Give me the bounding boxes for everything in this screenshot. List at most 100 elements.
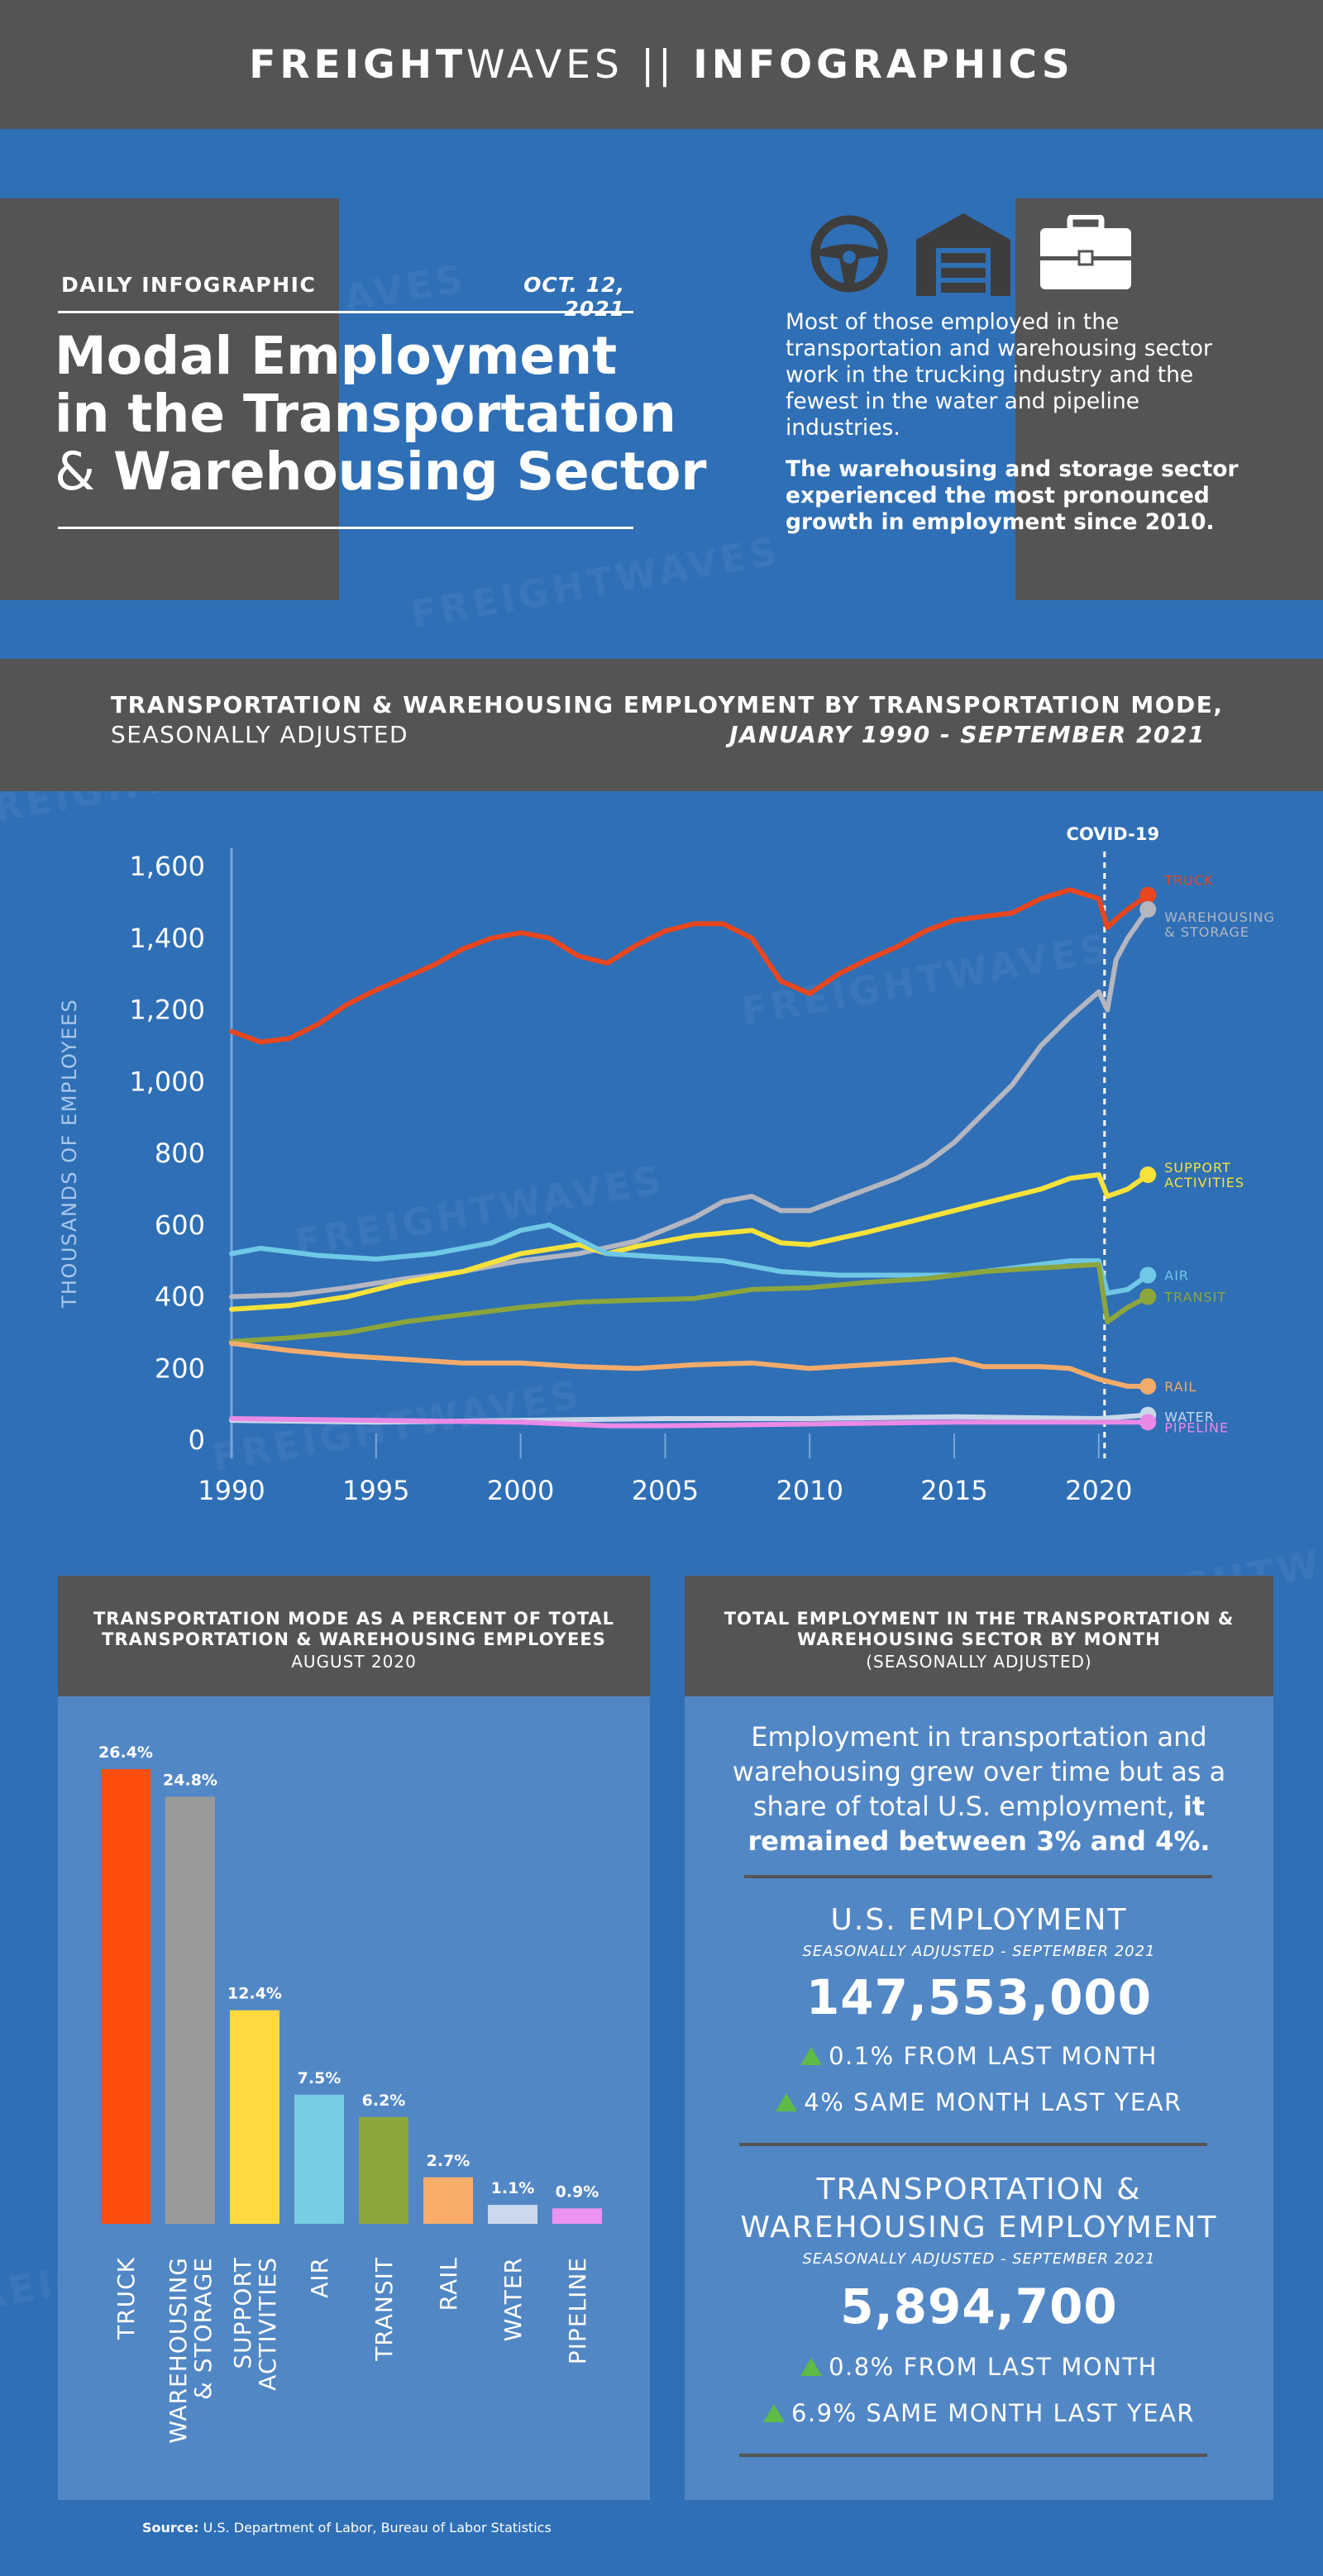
- y-tick-label: 1,400: [129, 923, 205, 954]
- bar-category-text: SUPPORT: [229, 2257, 256, 2369]
- bar-value-label: 12.4%: [227, 1985, 282, 2003]
- bar-category-text: WAREHOUSING: [165, 2257, 192, 2444]
- series-label: AIR: [1164, 1267, 1189, 1283]
- series-line-pipeline: [229, 1416, 1151, 1429]
- x-tick-label: 2020: [1065, 1475, 1132, 1506]
- bar-category-label: WATER: [499, 2257, 527, 2341]
- us-change-month: 0.1% FROM LAST MONTH: [709, 2042, 1249, 2070]
- up-triangle-icon: [800, 2358, 823, 2376]
- series-end-marker: [1139, 1166, 1157, 1184]
- series-label: ACTIVITIES: [1164, 1175, 1244, 1190]
- employment-description-text: Employment in transportation and warehou…: [732, 1721, 1226, 1822]
- bar-value-label: 0.9%: [556, 2182, 599, 2201]
- warehouse-icon: [916, 213, 1010, 296]
- us-employment-subheading: SEASONALLY ADJUSTED - SEPTEMBER 2021: [802, 1943, 1156, 1960]
- title-line-3-text: Warehousing Sector: [113, 441, 707, 502]
- tw-heading-line-1: TRANSPORTATION &: [816, 2173, 1142, 2206]
- series-end-marker: [1139, 1288, 1157, 1305]
- y-tick-label: 600: [155, 1209, 205, 1241]
- employment-title: TOTAL EMPLOYMENT IN THE TRANSPORTATION &…: [724, 1609, 1235, 1649]
- bar-category-text: AIR: [306, 2257, 333, 2298]
- up-triangle-icon: [762, 2404, 785, 2422]
- series-end-marker: [1139, 886, 1157, 904]
- x-tick-label: 1995: [342, 1475, 409, 1506]
- bar-category-label: TRUCK: [112, 2257, 140, 2340]
- y-tick-label: 800: [155, 1138, 205, 1169]
- title-line-1: Modal Employment: [55, 326, 618, 386]
- tw-change-year: 6.9% SAME MONTH LAST YEAR: [709, 2399, 1249, 2427]
- x-tick-label: 2015: [920, 1475, 987, 1506]
- daily-infographic-label: DAILY INFOGRAPHIC: [61, 273, 317, 297]
- us-employment-value: 147,553,000: [805, 1969, 1153, 2025]
- bar-support-activities: [230, 2010, 279, 2224]
- brand-header: FREIGHT WAVES || INFOGRAPHICS: [0, 0, 1323, 129]
- header-panel-left: [0, 198, 339, 600]
- series-end-marker: [1139, 1377, 1157, 1395]
- series-label: PIPELINE: [1164, 1419, 1229, 1435]
- bar-category-text: PIPELINE: [564, 2257, 591, 2364]
- bar-category-text: ACTIVITIES: [254, 2257, 281, 2391]
- employment-description-bold: it remained between 3% and 4%.: [747, 1791, 1211, 1857]
- bar-transit: [359, 2116, 408, 2224]
- series-end-marker: [1139, 1267, 1157, 1284]
- tw-employment-value: 5,894,700: [840, 2278, 1118, 2335]
- source-note: Source: U.S. Department of Labor, Bureau…: [142, 2520, 552, 2535]
- bar-category-text: & STORAGE: [189, 2257, 217, 2400]
- series-label: WATER: [1164, 1410, 1215, 1425]
- steering-wheel-icon: [810, 215, 888, 293]
- series-line-transit: [229, 1262, 1151, 1344]
- bar-chart-subtitle: AUGUST 2020: [291, 1652, 417, 1672]
- bar-category-label: TRANSIT: [370, 2257, 398, 2362]
- intro-summary: Most of those employed in the transporta…: [786, 309, 1212, 441]
- up-triangle-icon: [776, 2093, 798, 2111]
- series-label: WAREHOUSING: [1164, 909, 1275, 925]
- bar-value-label: 26.4%: [98, 1744, 153, 1762]
- bar-air: [294, 2094, 344, 2224]
- series-label: TRANSIT: [1163, 1290, 1226, 1305]
- bar-category-text: TRUCK: [112, 2257, 140, 2340]
- series-label: SUPPORT: [1164, 1160, 1230, 1176]
- series-line-support-activities: [229, 1172, 1151, 1312]
- y-tick-label: 1,600: [129, 851, 205, 882]
- bar-category-text: RAIL: [435, 2257, 462, 2311]
- series-end-marker: [1139, 1414, 1157, 1431]
- brand-separator: ||: [641, 41, 676, 88]
- y-tick-label: 200: [155, 1352, 205, 1384]
- covid-label: COVID-19: [1067, 824, 1160, 844]
- title-rule-bottom: [58, 527, 633, 529]
- bar-chart: 26.4% TRUCK 24.8% WAREHOUSING& STORAGE 12.4%…: [98, 1744, 602, 2444]
- series-line-air: [229, 1222, 1151, 1296]
- separator-1: [744, 1875, 1212, 1878]
- employment-description: Employment in transportation and warehou…: [709, 1720, 1249, 1858]
- line-chart-title: TRANSPORTATION & WAREHOUSING EMPLOYMENT …: [111, 691, 1224, 718]
- intro-summary-bold: The warehousing and storage sector exper…: [786, 456, 1239, 535]
- bar-chart-panel: [58, 1576, 650, 2500]
- bar-value-label: 2.7%: [427, 2152, 470, 2170]
- publish-date: OCT. 12, 2021: [523, 273, 625, 321]
- us-change-year: 4% SAME MONTH LAST YEAR: [709, 2088, 1249, 2116]
- employment-subtitle: (SEASONALLY ADJUSTED): [866, 1652, 1092, 1672]
- us-change-year-text: 4% SAME MONTH LAST YEAR: [804, 2088, 1182, 2116]
- section-label: INFOGRAPHICS: [693, 41, 1074, 88]
- x-tick-label: 2010: [776, 1475, 843, 1506]
- bar-value-label: 7.5%: [298, 2069, 341, 2087]
- y-tick-label: 400: [155, 1281, 205, 1313]
- series-label: & STORAGE: [1164, 924, 1249, 940]
- us-change-month-text: 0.1% FROM LAST MONTH: [829, 2042, 1158, 2070]
- line-chart: 0 200 400 600 800 1,000 1,200 1,400 1,600 1990 199…: [58, 824, 1275, 1506]
- series-line-rail: [229, 1340, 1151, 1389]
- watermark-text: FREIGHTWAVES: [408, 528, 784, 637]
- title-line-2: in the Transportation: [55, 384, 676, 444]
- line-chart-title-bar: [0, 659, 1323, 791]
- brand-bold: FREIGHT: [249, 41, 467, 88]
- bar-truck: [101, 1769, 150, 2224]
- bar-category-label: RAIL: [435, 2257, 462, 2311]
- bar-water: [488, 2205, 537, 2224]
- title-line-3: & Warehousing Sector: [55, 443, 733, 501]
- title-ampersand: &: [55, 441, 96, 502]
- brand-light: WAVES: [466, 41, 623, 88]
- line-chart-date-range: JANUARY 1990 - SEPTEMBER 2021: [729, 721, 1206, 748]
- source-label: Source:: [142, 2520, 199, 2535]
- x-tick-label: 2000: [487, 1475, 554, 1506]
- employment-panel: [685, 1576, 1273, 2500]
